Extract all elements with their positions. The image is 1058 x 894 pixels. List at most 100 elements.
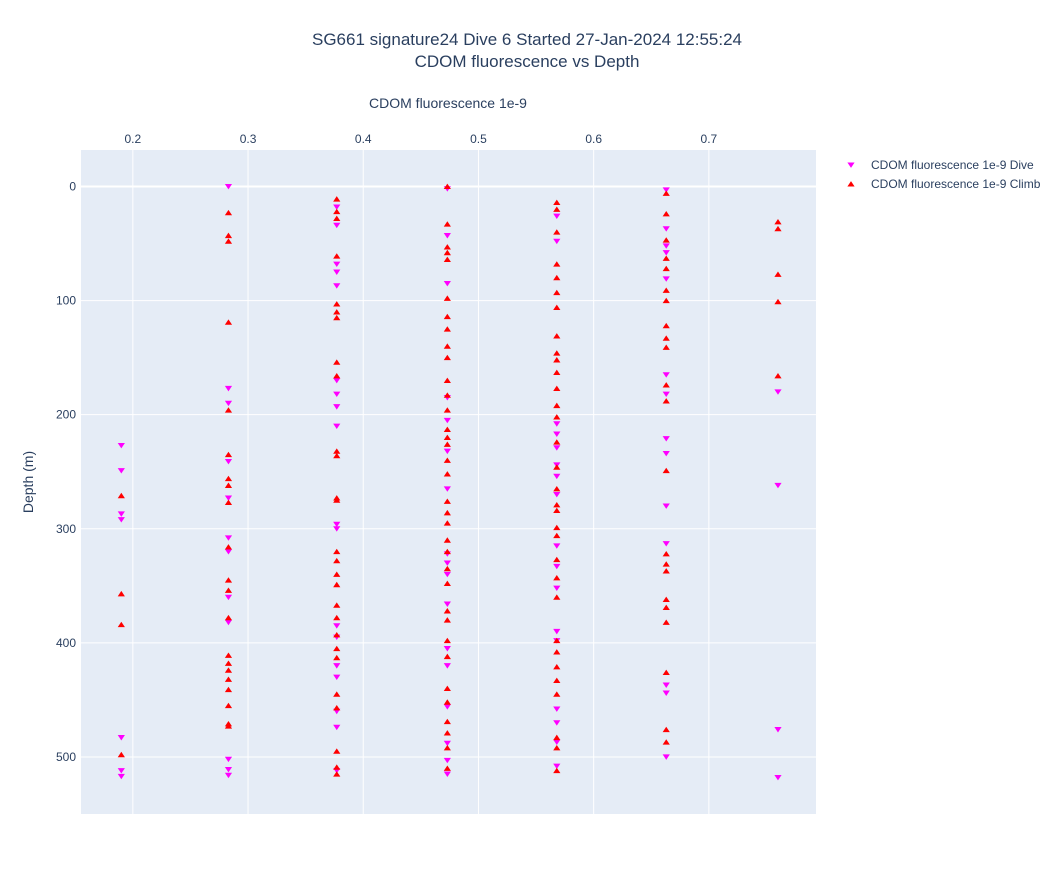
- dive-point: [224, 183, 233, 190]
- climb-point: [553, 333, 561, 339]
- climb-point: [553, 350, 561, 356]
- dive-point: [443, 448, 451, 455]
- climb-point: [553, 289, 561, 296]
- dive-point: [553, 628, 561, 635]
- climb-point: [224, 652, 233, 658]
- y-tick-label: 0: [69, 180, 76, 194]
- climb-point: [443, 730, 451, 736]
- climb-point: [662, 237, 670, 243]
- climb-point: [662, 344, 670, 350]
- climb-point: [553, 691, 561, 697]
- dive-point: [662, 372, 670, 378]
- dive-point: [553, 720, 561, 726]
- climb-point: [774, 271, 782, 277]
- dive-point: [662, 436, 670, 442]
- dive-point: [333, 526, 341, 532]
- dive-point: [333, 674, 341, 680]
- climb-point: [553, 507, 561, 514]
- dive-point: [553, 543, 561, 549]
- climb-point: [224, 232, 233, 239]
- climb-point: [553, 649, 561, 655]
- x-tick-label: 0.2: [124, 132, 141, 146]
- climb-point: [443, 537, 451, 543]
- climb-point: [553, 464, 561, 470]
- legend[interactable]: CDOM fluorescence 1e-9 Dive CDOM fluoresc…: [847, 158, 1041, 191]
- climb-point: [553, 663, 561, 670]
- dive-point: [553, 213, 561, 220]
- dive-point: [553, 585, 561, 591]
- legend-label: CDOM fluorescence 1e-9 Climb: [871, 177, 1041, 191]
- dive-point: [553, 492, 561, 498]
- climb-point: [553, 524, 561, 531]
- climb-point: [333, 705, 341, 711]
- dive-point: [774, 482, 782, 489]
- climb-point: [662, 467, 670, 474]
- chart-title-line2: CDOM fluorescence vs Depth: [415, 52, 640, 71]
- climb-point: [662, 190, 670, 196]
- legend-item-climb[interactable]: CDOM fluorescence 1e-9 Climb: [847, 177, 1041, 191]
- dive-point: [333, 261, 341, 267]
- dive-point: [443, 646, 451, 652]
- climb-point: [553, 369, 561, 375]
- y-tick-label: 400: [56, 636, 76, 650]
- climb-point: [443, 426, 451, 433]
- dive-point: [443, 233, 451, 239]
- x-axis-title: CDOM fluorescence 1e-9: [369, 95, 527, 111]
- dive-point: [224, 594, 233, 601]
- climb-point: [553, 402, 561, 409]
- climb-point: [553, 637, 561, 644]
- climb-point: [333, 196, 341, 202]
- climb-point: [662, 255, 670, 261]
- climb-point: [443, 617, 451, 623]
- dive-point: [662, 541, 670, 547]
- climb-point: [333, 691, 341, 697]
- climb-point: [443, 221, 451, 227]
- x-tick-label: 0.3: [240, 132, 257, 146]
- climb-point: [333, 631, 341, 638]
- climb-point: [553, 532, 561, 539]
- climb-point: [443, 744, 451, 751]
- climb-point: [662, 604, 670, 611]
- y-tick-label: 200: [56, 408, 76, 422]
- dive-point: [662, 276, 670, 282]
- climb-point: [774, 298, 782, 305]
- dive-point: [443, 417, 451, 424]
- climb-point: [333, 373, 341, 379]
- climb-point: [224, 209, 233, 216]
- dive-point: [443, 663, 451, 669]
- dive-point: [443, 280, 451, 287]
- dive-point: [333, 269, 341, 275]
- climb-point: [553, 556, 561, 563]
- climb-point: [333, 359, 341, 365]
- climb-point: [224, 499, 233, 506]
- climb-point: [443, 343, 451, 349]
- legend-item-dive[interactable]: CDOM fluorescence 1e-9 Dive: [847, 158, 1034, 172]
- climb-point: [553, 229, 561, 235]
- climb-point: [553, 199, 561, 206]
- dive-point: [553, 445, 561, 451]
- dive-point: [443, 757, 451, 764]
- dive-point: [333, 222, 341, 229]
- climb-point: [443, 295, 451, 301]
- dive-point: [224, 549, 233, 555]
- climb-point: [443, 718, 451, 725]
- climb-point: [333, 309, 341, 315]
- climb-point: [443, 565, 451, 572]
- climb-point: [553, 485, 561, 492]
- climb-point: [662, 669, 670, 676]
- climb-point: [333, 301, 341, 307]
- climb-point: [443, 498, 451, 504]
- dive-point: [443, 740, 451, 747]
- climb-point: [662, 561, 670, 567]
- dive-point: [224, 458, 233, 465]
- climb-point: [662, 619, 670, 625]
- climb-point: [443, 457, 451, 463]
- dive-point: [224, 495, 233, 501]
- climb-point: [443, 765, 451, 771]
- climb-point: [443, 377, 451, 383]
- climb-point: [224, 577, 233, 583]
- climb-point: [662, 211, 670, 217]
- climb-point: [224, 614, 233, 621]
- dive-point: [224, 772, 233, 779]
- dive-point: [117, 442, 125, 449]
